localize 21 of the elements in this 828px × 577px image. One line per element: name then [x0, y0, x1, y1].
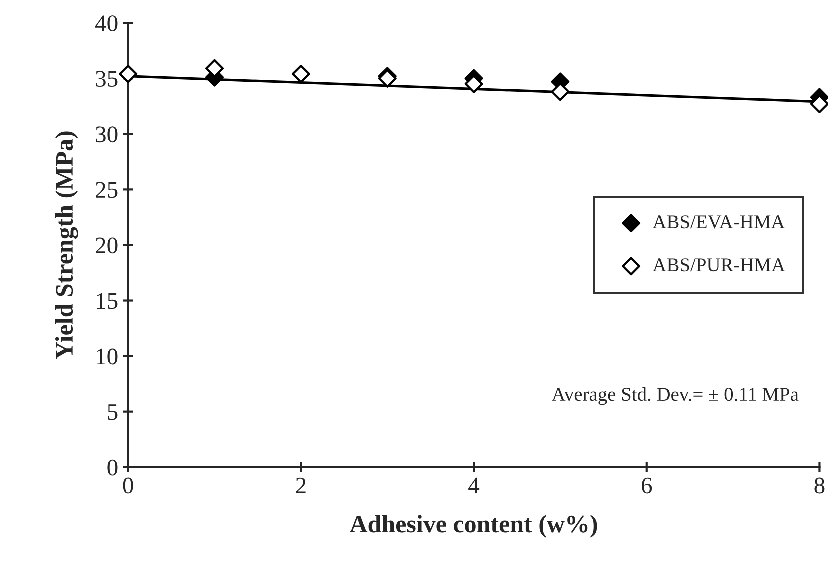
y-tick-label: 20 [96, 238, 118, 254]
y-axis-title: Yield Strength (MPa) [55, 132, 78, 360]
y-tick-label: 5 [108, 404, 118, 420]
y-tick-label: 15 [97, 293, 118, 310]
y-tick-label: 25 [96, 182, 118, 198]
point [292, 64, 310, 84]
legend-label: ABS/EVA-HMA [652, 216, 786, 229]
y-tick-label: 30 [96, 126, 118, 143]
x-tick-label: 2 [296, 478, 306, 494]
x-tick-label: 6 [642, 478, 652, 494]
y-tick-label: 35 [96, 71, 118, 88]
x-tick-label: 0 [123, 478, 134, 494]
x-tick-label: 4 [468, 478, 480, 494]
y-tick-label: 0 [108, 460, 118, 476]
y-tick-label: 10 [97, 348, 118, 365]
y-tick-label: 40 [95, 16, 118, 32]
x-axis-title: Adhesive content (w%) [350, 515, 598, 538]
point [119, 64, 138, 84]
x-tick-label: 8 [814, 478, 825, 494]
legend-label: ABS/PUR-HMA [652, 258, 786, 272]
annotation: Average Std. Dev.= ± 0.11 MPa [552, 387, 799, 406]
